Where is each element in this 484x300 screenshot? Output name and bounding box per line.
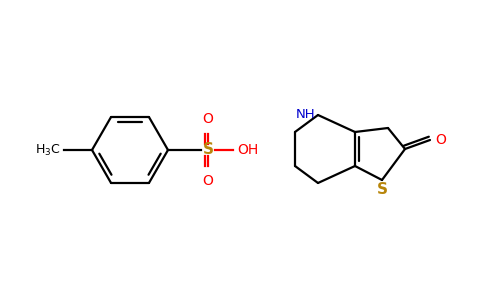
Text: S: S <box>377 182 388 197</box>
Text: O: O <box>435 133 446 147</box>
Text: O: O <box>203 112 213 126</box>
Text: O: O <box>203 174 213 188</box>
Text: S: S <box>202 142 213 158</box>
Text: NH: NH <box>295 109 315 122</box>
Text: OH: OH <box>237 143 258 157</box>
Text: H$_3$C: H$_3$C <box>35 142 61 158</box>
